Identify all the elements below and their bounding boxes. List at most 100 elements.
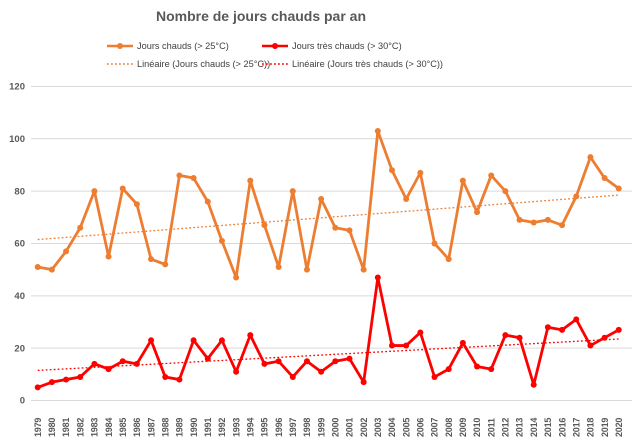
x-axis-label: 1987 [146,418,156,437]
x-axis-label: 2008 [444,418,454,437]
legend-dotted-line-icon [262,63,288,65]
data-point-marker [105,366,112,373]
y-axis-label: 20 [14,343,25,354]
legend-label: Jours très chauds (> 30°C) [292,41,402,51]
x-axis-label: 2015 [543,418,553,437]
x-axis-label: 1990 [189,418,199,437]
data-point-marker [133,201,140,208]
x-axis-label: 1984 [104,418,114,437]
legend-dotted-line-icon [107,63,133,65]
data-point-marker [204,198,211,205]
legend-item-lineaire-jours-chauds[interactable]: Linéaire (Jours chauds (> 25°C)) [107,58,270,70]
x-axis-label: 1998 [302,418,312,437]
data-point-marker [559,326,566,333]
series-line [36,276,621,389]
data-point-marker [587,342,594,349]
x-axis-label: 1996 [274,418,284,437]
legend-item-lineaire-jours-tres-chauds[interactable]: Linéaire (Jours très chauds (> 30°C)) [262,58,443,70]
x-axis-label: 1997 [288,418,298,437]
x-axis-label: 1989 [175,418,185,437]
x-axis-label: 1985 [118,418,128,437]
data-point-marker [318,368,325,375]
data-point-marker [275,264,282,271]
data-point-marker [261,360,268,367]
legend-solid-line-icon [262,43,288,49]
data-point-marker [445,256,452,263]
data-point-marker [346,227,353,234]
data-point-marker [573,316,580,323]
data-point-marker [587,154,594,161]
data-point-marker [204,355,211,362]
data-point-marker [275,358,282,365]
x-axis-label: 1991 [203,418,213,437]
x-axis-label: 2012 [501,418,511,437]
data-point-marker [247,177,254,184]
data-point-marker [34,264,41,271]
data-point-marker [516,334,523,341]
y-axis-label: 40 [14,291,25,302]
x-axis-label: 2004 [387,418,397,437]
data-point-marker [105,253,112,260]
data-point-marker [332,224,339,231]
data-point-marker [445,366,452,373]
x-axis-label: 1982 [75,418,85,437]
data-point-marker [502,188,509,195]
data-point-marker [233,274,240,281]
data-point-marker [601,334,608,341]
x-axis-label: 2016 [557,418,567,437]
data-point-marker [218,237,225,244]
data-point-marker [289,373,296,380]
x-axis-label: 1981 [61,418,71,437]
x-axis-label: 1995 [260,418,270,437]
x-axis-label: 2000 [331,418,341,437]
series-line [36,129,621,279]
data-point-marker [176,172,183,179]
data-point-marker [148,337,155,344]
x-axis-label: 1986 [132,418,142,437]
x-axis-label: 2019 [600,418,610,437]
x-axis-label: 2007 [430,418,440,437]
data-point-marker [374,127,381,134]
legend-label: Linéaire (Jours très chauds (> 30°C)) [292,59,443,69]
data-point-marker [218,337,225,344]
data-point-marker [360,379,367,386]
data-point-marker [488,172,495,179]
legend-item-jours-tres-chauds[interactable]: Jours très chauds (> 30°C) [262,40,402,52]
y-axis-label: 120 [9,82,25,93]
data-point-marker [615,326,622,333]
data-point-marker [190,337,197,344]
data-point-marker [119,185,126,192]
trendline [37,194,619,241]
data-point-marker [389,342,395,349]
x-axis-label: 1999 [316,418,326,437]
data-point-marker [360,266,367,273]
data-point-marker [431,240,438,247]
data-point-marker [162,373,169,380]
data-point-marker [601,175,608,182]
x-axis-label: 2009 [458,418,468,437]
legend-label: Linéaire (Jours chauds (> 25°C)) [137,59,271,69]
data-point-marker [374,274,381,281]
legend-solid-line-icon [107,43,133,49]
data-point-marker [474,209,481,216]
x-axis-label: 2005 [401,418,411,437]
data-point-marker [332,358,339,365]
x-axis-label: 2002 [359,418,369,437]
data-point-marker [233,368,240,375]
data-point-marker [544,324,551,331]
data-point-marker [77,224,84,231]
x-axis-label: 1983 [90,418,100,437]
data-point-marker [474,363,481,370]
data-point-marker [459,339,466,346]
data-point-marker [573,193,580,200]
legend-label: Jours chauds (> 25°C) [137,41,229,51]
y-axis-label: 60 [14,239,25,250]
x-axis-label: 1994 [245,418,255,437]
data-point-marker [488,366,495,373]
x-axis-label: 2011 [486,418,496,437]
chart-title: Nombre de jours chauds par an [155,8,367,24]
data-point-marker [190,175,197,182]
legend-item-jours-chauds[interactable]: Jours chauds (> 25°C) [107,40,229,52]
